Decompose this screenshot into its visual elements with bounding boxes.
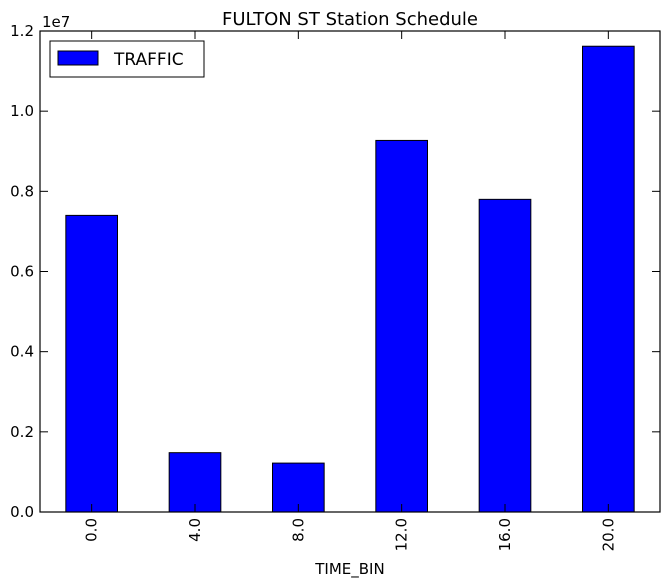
x-axis-label: TIME_BIN bbox=[314, 560, 384, 579]
bar-16.0 bbox=[478, 198, 532, 513]
y-tick-label: 1.2 bbox=[10, 22, 34, 40]
legend-label: TRAFFIC bbox=[113, 50, 184, 70]
legend: TRAFFIC bbox=[49, 40, 205, 78]
y-tick-label: 0.4 bbox=[10, 343, 34, 361]
chart-title: FULTON ST Station Schedule bbox=[222, 9, 478, 30]
y-tick-label: 0.6 bbox=[10, 263, 34, 281]
bar-4.0 bbox=[168, 452, 222, 513]
bars-group bbox=[65, 45, 635, 513]
legend-swatch bbox=[57, 50, 99, 66]
axes-group bbox=[39, 30, 661, 513]
bar-8.0 bbox=[272, 462, 325, 513]
bar-12.0 bbox=[375, 139, 429, 513]
x-tick-label: 12.0 bbox=[393, 518, 411, 551]
ticks-group: 0.0 0.2 0.4 0.6 0.8 1.0 1.2 0.0 4.0 8.0 12.0 16.0 20… bbox=[10, 22, 660, 551]
x-tick-label: 0.0 bbox=[83, 518, 101, 542]
bar-20.0 bbox=[582, 45, 635, 513]
y-offset-label: 1e7 bbox=[42, 13, 70, 31]
plot-frame bbox=[39, 30, 661, 513]
x-tick-label: 16.0 bbox=[496, 518, 514, 551]
x-tick-label: 20.0 bbox=[599, 518, 617, 551]
y-tick-label: 0.8 bbox=[10, 182, 34, 200]
bar-0.0 bbox=[65, 214, 119, 513]
y-tick-label: 1.0 bbox=[10, 102, 34, 120]
y-tick-label: 0.0 bbox=[10, 503, 34, 521]
x-tick-label: 4.0 bbox=[186, 518, 204, 542]
y-tick-label: 0.2 bbox=[10, 423, 34, 441]
x-tick-label: 8.0 bbox=[289, 518, 307, 542]
